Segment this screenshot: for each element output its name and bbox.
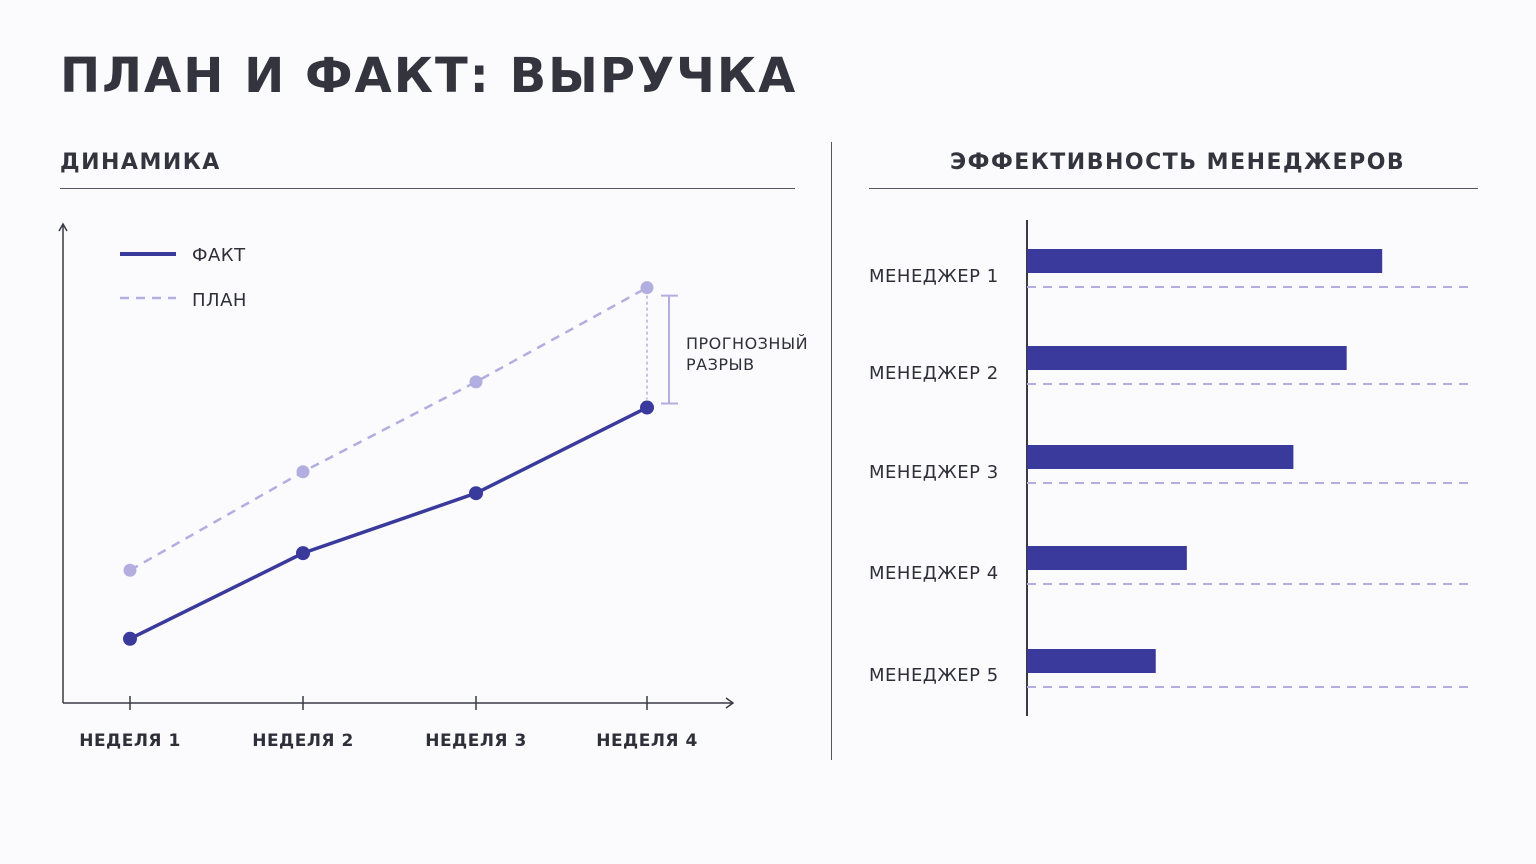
gap-annotation-line: ПРОГНОЗНЫЙ	[686, 334, 808, 353]
fact-point	[296, 546, 310, 561]
legend-fact-label: ФАКТ	[192, 245, 246, 266]
x-tick-label: НЕДЕЛЯ 4	[596, 731, 698, 751]
plan-series-line	[129, 286, 648, 572]
gap-annotation-line: РАЗРЫВ	[686, 355, 755, 374]
section-divider	[831, 142, 832, 760]
manager-bar	[1027, 649, 1156, 673]
manager-bar	[1027, 445, 1294, 469]
line-chart-title: ДИНАМИКА	[60, 150, 221, 175]
gap-annotation: ПРОГНОЗНЫЙ РАЗРЫВ	[686, 334, 808, 374]
manager-label: МЕНЕДЖЕР 5	[869, 665, 999, 686]
manager-bar	[1027, 249, 1383, 273]
fact-series-line	[129, 405, 648, 641]
plan-point	[640, 281, 654, 295]
y-axis-arrow	[58, 222, 68, 232]
manager-bar	[1027, 346, 1347, 370]
legend-plan-label: ПЛАН	[192, 290, 247, 311]
manager-label: МЕНЕДЖЕР 3	[869, 462, 999, 483]
x-axis-arrow	[725, 697, 735, 709]
plan-point	[469, 375, 483, 389]
manager-label: МЕНЕДЖЕР 1	[869, 266, 999, 287]
fact-point	[640, 400, 654, 415]
fact-point	[123, 631, 137, 646]
plan-point	[296, 465, 310, 479]
manager-bar	[1027, 546, 1187, 570]
plan-point	[123, 563, 137, 577]
x-tick-label: НЕДЕЛЯ 2	[252, 731, 354, 751]
line-chart-title-rule	[60, 188, 795, 189]
x-tick-label: НЕДЕЛЯ 1	[79, 731, 181, 751]
manager-label: МЕНЕДЖЕР 4	[869, 563, 999, 584]
bar-chart-title: ЭФФЕКТИВНОСТЬ МЕНЕДЖЕРОВ	[950, 150, 1406, 175]
manager-label: МЕНЕДЖЕР 2	[869, 363, 999, 384]
page-title: ПЛАН И ФАКТ: ВЫРУЧКА	[60, 48, 798, 104]
bar-chart-title-rule	[869, 188, 1478, 189]
x-tick-label: НЕДЕЛЯ 3	[425, 731, 527, 751]
fact-point	[469, 486, 483, 501]
